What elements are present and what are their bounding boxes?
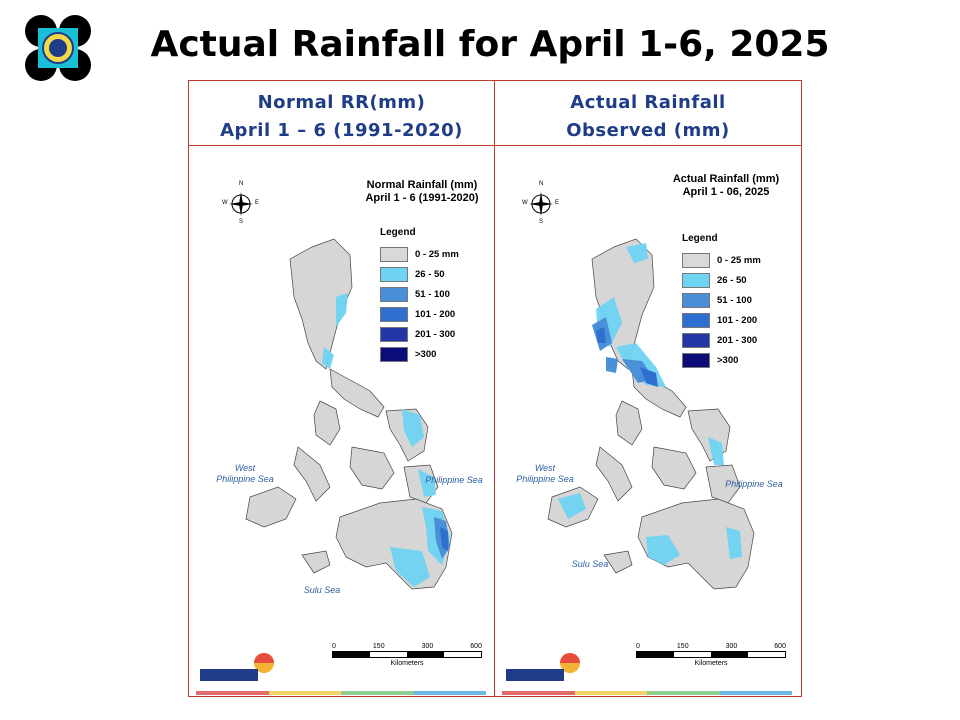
normal-map-legend: Legend 0 - 25 mm 26 - 50 51 - 100 101 - 200… — [380, 227, 459, 364]
philippine-sea-label: Philippine Sea — [725, 479, 783, 489]
west-philippine-sea-label: West Philippine Sea — [210, 463, 280, 485]
scale-bar: 0 150 300 600 Kilometers — [636, 643, 786, 667]
legend-swatch — [380, 286, 408, 302]
horizontal-divider — [189, 145, 801, 146]
legend-label: 51 - 100 — [415, 288, 450, 300]
legend-label: 51 - 100 — [717, 294, 752, 306]
vertical-divider — [494, 81, 495, 696]
actual-map-title-line2: April 1 - 06, 2025 — [682, 186, 770, 198]
compass-rose-icon: N S W E — [522, 181, 560, 225]
normal-map-title-line2: April 1 - 6 (1991-2020) — [365, 192, 479, 204]
scale-tick: 150 — [676, 643, 689, 650]
left-header-line2: April 1 – 6 (1991-2020) — [220, 120, 463, 141]
west-sea-line2: Philippine Sea — [516, 474, 574, 484]
pagasa-logo — [506, 653, 580, 681]
compass-s: S — [539, 219, 544, 225]
legend-swatch — [682, 332, 710, 348]
pagasa-seal-logo — [25, 15, 91, 81]
scale-tick: 0 — [332, 643, 336, 650]
compass-n: N — [239, 181, 244, 187]
left-header-line1: Normal RR(mm) — [257, 92, 426, 113]
sulu-sea-label: Sulu Sea — [303, 585, 341, 595]
west-sea-line2: Philippine Sea — [216, 474, 274, 484]
legend-swatch — [682, 272, 710, 288]
normal-rainfall-map — [245, 238, 453, 590]
actual-map-title: Actual Rainfall (mm) April 1 - 06, 2025 — [666, 173, 786, 199]
legend-title: Legend — [380, 227, 416, 238]
legend-swatch — [682, 292, 710, 308]
compass-w: W — [222, 200, 228, 206]
legend-label: 0 - 25 mm — [415, 248, 459, 260]
legend-item: 101 - 200 — [380, 304, 459, 324]
scale-tick: 0 — [636, 643, 640, 650]
compass-rose-icon: N S W E — [222, 181, 260, 225]
right-header-line1: Actual Rainfall — [570, 92, 726, 113]
legend-label: 201 - 300 — [717, 334, 758, 346]
normal-rainfall-map-panel: N S W E Normal Rainfall (mm) April 1 - 6… — [190, 147, 493, 697]
scale-bar: 0 150 300 600 Kilometers — [332, 643, 482, 667]
legend-label: >300 — [415, 348, 437, 360]
legend-swatch — [380, 306, 408, 322]
scale-tick: 600 — [470, 643, 482, 650]
legend-item: 26 - 50 — [380, 264, 459, 284]
color-stripe — [196, 691, 486, 695]
legend-swatch — [682, 312, 710, 328]
legend-item: 26 - 50 — [682, 270, 761, 290]
legend-swatch — [380, 346, 408, 362]
compass-n: N — [539, 181, 544, 187]
right-column-header: Actual Rainfall Observed (mm) — [495, 89, 801, 145]
legend-item: >300 — [380, 344, 459, 364]
west-sea-line1: West — [234, 463, 256, 473]
comparison-frame: Normal RR(mm) April 1 – 6 (1991-2020) Ac… — [188, 80, 802, 697]
color-stripe — [502, 691, 792, 695]
legend-swatch — [380, 326, 408, 342]
sulu-sea-label: Sulu Sea — [571, 559, 609, 569]
compass-e: E — [255, 200, 260, 206]
actual-map-legend: Legend 0 - 25 mm 26 - 50 51 - 100 101 - 200… — [682, 233, 761, 370]
legend-item: 101 - 200 — [682, 310, 761, 330]
legend-label: 26 - 50 — [415, 268, 445, 280]
compass-s: S — [239, 219, 244, 225]
normal-map-title: Normal Rainfall (mm) April 1 - 6 (1991-2… — [362, 179, 482, 205]
compass-e: E — [555, 200, 560, 206]
legend-item: 0 - 25 mm — [380, 244, 459, 264]
legend-swatch — [682, 352, 710, 368]
actual-map-title-line1: Actual Rainfall (mm) — [672, 173, 780, 185]
scale-tick: 600 — [774, 643, 786, 650]
actual-rainfall-map — [547, 238, 755, 590]
legend-item: 51 - 100 — [380, 284, 459, 304]
pagasa-logo — [200, 653, 274, 681]
legend-label: >300 — [717, 354, 739, 366]
legend-item: >300 — [682, 350, 761, 370]
legend-swatch — [682, 252, 710, 268]
right-header-line2: Observed (mm) — [566, 120, 730, 141]
legend-label: 101 - 200 — [717, 314, 758, 326]
philippine-sea-label: Philippine Sea — [425, 475, 483, 485]
legend-item: 0 - 25 mm — [682, 250, 761, 270]
legend-item: 201 - 300 — [682, 330, 761, 350]
left-column-header: Normal RR(mm) April 1 – 6 (1991-2020) — [189, 89, 494, 145]
normal-map-title-line1: Normal Rainfall (mm) — [366, 179, 478, 191]
legend-item: 51 - 100 — [682, 290, 761, 310]
scale-unit: Kilometers — [390, 660, 424, 667]
west-philippine-sea-label: West Philippine Sea — [510, 463, 580, 485]
legend-item: 201 - 300 — [380, 324, 459, 344]
legend-label: 0 - 25 mm — [717, 254, 761, 266]
legend-swatch — [380, 266, 408, 282]
legend-label: 101 - 200 — [415, 308, 456, 320]
west-sea-line1: West — [534, 463, 556, 473]
scale-tick: 300 — [421, 643, 434, 650]
actual-rainfall-map-panel: N S W E Actual Rainfall (mm) April 1 - 0… — [496, 147, 799, 697]
legend-label: 26 - 50 — [717, 274, 747, 286]
scale-tick: 150 — [372, 643, 385, 650]
scale-tick: 300 — [725, 643, 738, 650]
legend-swatch — [380, 246, 408, 262]
compass-w: W — [522, 200, 528, 206]
legend-label: 201 - 300 — [415, 328, 456, 340]
scale-unit: Kilometers — [694, 660, 728, 667]
legend-title: Legend — [682, 233, 718, 244]
slide-title: Actual Rainfall for April 1-6, 2025 — [150, 24, 830, 65]
